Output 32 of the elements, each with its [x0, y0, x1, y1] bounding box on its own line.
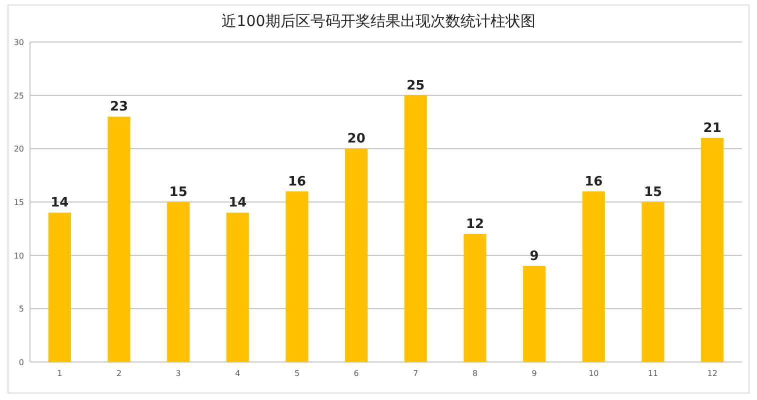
y-tick-label: 25	[14, 91, 24, 100]
x-tick-label: 1	[57, 369, 62, 378]
data-label: 16	[288, 174, 306, 190]
data-label: 16	[584, 174, 603, 190]
data-label: 25	[406, 78, 425, 94]
x-tick-label: 2	[116, 369, 122, 378]
x-tick-label: 6	[354, 369, 359, 378]
data-label: 12	[466, 217, 484, 232]
data-label: 14	[50, 196, 69, 211]
y-tick-label: 10	[14, 251, 24, 260]
y-tick-label: 5	[18, 304, 24, 314]
x-tick-label: 5	[294, 369, 300, 378]
x-tick-label: 10	[588, 369, 599, 378]
data-label: 15	[169, 185, 188, 200]
x-tick-label: 4	[235, 369, 240, 378]
data-label: 23	[110, 100, 128, 115]
x-tick-label: 7	[413, 369, 418, 378]
x-tick-label: 3	[176, 369, 181, 378]
y-tick-label: 30	[14, 38, 24, 47]
y-tick-label: 15	[14, 198, 24, 207]
data-label: 15	[644, 185, 662, 200]
x-tick-label: 8	[472, 369, 478, 378]
x-tick-label: 9	[532, 369, 537, 378]
x-tick-label: 11	[648, 369, 658, 378]
data-label: 21	[703, 121, 722, 136]
title: 近100期后区号码开奖结果出现次数统计柱状图	[222, 12, 536, 30]
data-label: 9	[530, 249, 539, 264]
data-label: 14	[228, 196, 247, 211]
x-tick-label: 12	[707, 369, 718, 378]
data-label: 20	[347, 132, 366, 147]
y-tick-label: 0	[18, 358, 24, 367]
y-tick-label: 20	[14, 144, 24, 154]
